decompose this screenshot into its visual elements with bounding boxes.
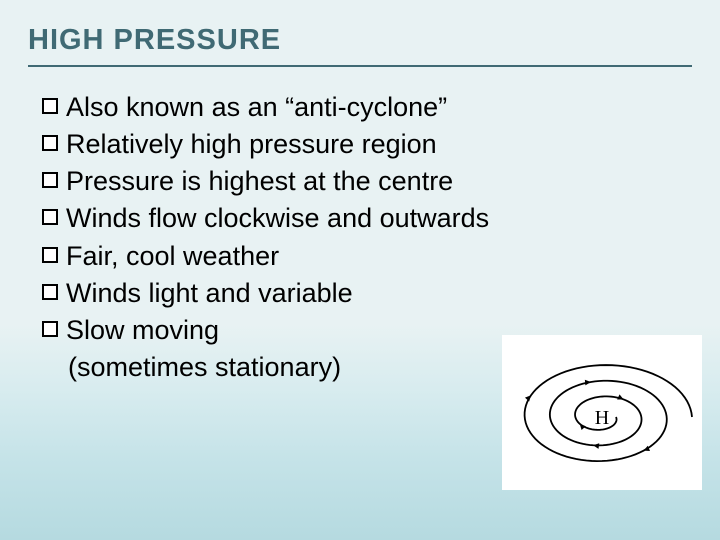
svg-text:H: H bbox=[595, 407, 609, 429]
bullet-square-icon bbox=[42, 284, 58, 300]
bullet-text: Winds flow clockwise and outwards bbox=[66, 200, 489, 237]
bullet-square-icon bbox=[42, 247, 58, 263]
title-region: HIGH PRESSURE bbox=[0, 0, 720, 67]
list-item: Relatively high pressure region bbox=[42, 126, 700, 163]
bullet-square-icon bbox=[42, 209, 58, 225]
list-item: Pressure is highest at the centre bbox=[42, 163, 700, 200]
anticyclone-svg: H bbox=[502, 335, 702, 490]
bullet-text: Slow moving bbox=[66, 312, 219, 349]
list-item: Fair, cool weather bbox=[42, 238, 700, 275]
list-item: Also known as an “anti-cyclone” bbox=[42, 89, 700, 126]
bullet-text: Fair, cool weather bbox=[66, 238, 279, 275]
bullet-square-icon bbox=[42, 98, 58, 114]
bullet-text: Relatively high pressure region bbox=[66, 126, 437, 163]
list-item: Winds flow clockwise and outwards bbox=[42, 200, 700, 237]
slide-title: HIGH PRESSURE bbox=[28, 24, 692, 63]
bullet-square-icon bbox=[42, 135, 58, 151]
bullet-text: Winds light and variable bbox=[66, 275, 353, 312]
bullet-square-icon bbox=[42, 172, 58, 188]
bullet-text: Also known as an “anti-cyclone” bbox=[66, 89, 447, 126]
bullet-square-icon bbox=[42, 321, 58, 337]
anticyclone-diagram: H bbox=[502, 335, 702, 490]
list-item: Winds light and variable bbox=[42, 275, 700, 312]
bullet-text: Pressure is highest at the centre bbox=[66, 163, 453, 200]
